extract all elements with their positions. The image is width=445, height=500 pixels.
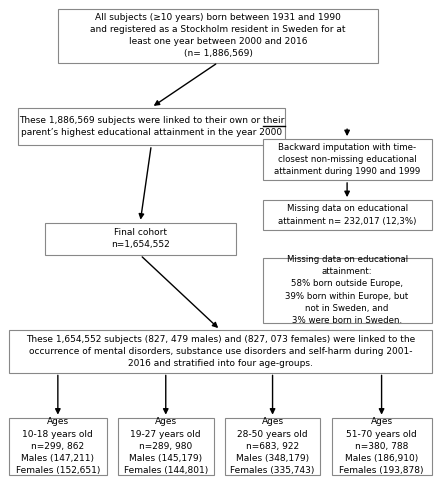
Text: These 1,654,552 subjects (827, 479 males) and (827, 073 females) were linked to : These 1,654,552 subjects (827, 479 males… [26,334,415,368]
Text: Final cohort
n=1,654,552: Final cohort n=1,654,552 [111,228,170,250]
FancyBboxPatch shape [118,418,214,475]
FancyBboxPatch shape [9,330,432,372]
FancyBboxPatch shape [332,418,432,475]
FancyBboxPatch shape [58,8,378,62]
FancyBboxPatch shape [225,418,320,475]
Text: Ages
10-18 years old
n=299, 862
Males (147,211)
Females (152,651): Ages 10-18 years old n=299, 862 Males (1… [16,418,100,475]
FancyBboxPatch shape [44,222,236,255]
FancyBboxPatch shape [263,200,432,230]
Text: Ages
51-70 years old
n=380, 788
Males (186,910)
Females (193,878): Ages 51-70 years old n=380, 788 Males (1… [340,418,424,475]
Text: These 1,886,569 subjects were linked to their own or their
parent’s highest educ: These 1,886,569 subjects were linked to … [19,116,284,137]
FancyBboxPatch shape [18,108,285,145]
Text: All subjects (≥10 years) born between 1931 and 1990
and registered as a Stockhol: All subjects (≥10 years) born between 19… [90,13,346,58]
FancyBboxPatch shape [263,139,432,180]
FancyBboxPatch shape [263,258,432,322]
Text: Ages
28-50 years old
n=683, 922
Males (348,179)
Females (335,743): Ages 28-50 years old n=683, 922 Males (3… [231,418,315,475]
FancyBboxPatch shape [9,418,107,475]
Text: Missing data on educational
attainment n= 232,017 (12,3%): Missing data on educational attainment n… [278,204,416,226]
Text: Missing data on educational
attainment:
58% born outside Europe,
39% born within: Missing data on educational attainment: … [286,255,409,325]
Text: Ages
19-27 years old
n=289, 980
Males (145,179)
Females (144,801): Ages 19-27 years old n=289, 980 Males (1… [124,418,208,475]
Text: Backward imputation with time-
closest non-missing educational
attainment during: Backward imputation with time- closest n… [274,143,420,176]
